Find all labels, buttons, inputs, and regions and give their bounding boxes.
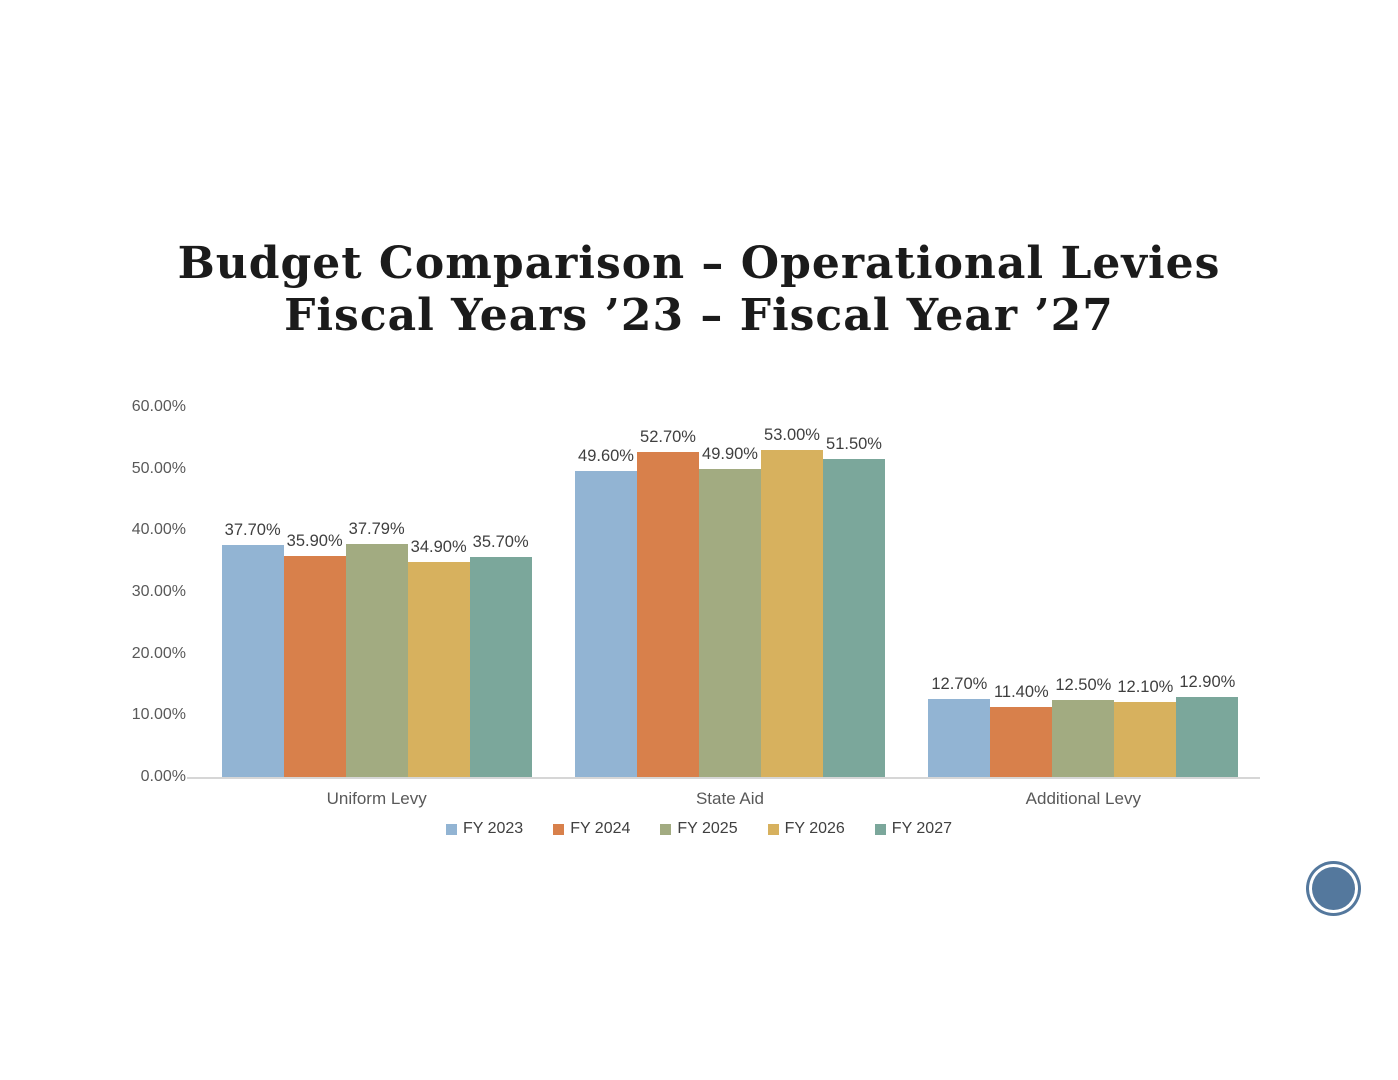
title-line-1: Budget Comparison – Operational Levies [177,238,1221,289]
bar-fy2024-additional-levy [990,706,1053,777]
bar-data-label: 12.10% [1117,678,1174,697]
bar-fy2025-uniform-levy [345,543,408,777]
bar-fy2027-additional-levy [1176,697,1239,777]
legend-label: FY 2025 [677,820,738,837]
y-axis-tick-label: 30.00% [131,583,186,600]
bar-fy2025-additional-levy [1052,699,1115,777]
bar-data-label: 35.90% [286,531,343,550]
bar-fy2023-state-aid [575,471,637,777]
chart-legend: FY 2023 FY 2024 FY 2025 FY 2026 FY 2027 [0,820,1398,838]
page-title: Budget Comparison – Operational Levies F… [0,238,1398,342]
bar-fy2026-state-aid [761,450,823,777]
bar-data-label: 12.50% [1055,675,1112,694]
legend-label: FY 2026 [784,820,845,837]
bar-data-label: 37.70% [224,520,281,539]
bar-fy2026-uniform-levy [407,561,470,777]
category-label-state-aid: State Aid [695,789,765,808]
legend-swatch-icon [767,823,779,835]
y-axis-tick-label: 10.00% [131,706,186,724]
legend-item-fy2024: FY 2024 [553,820,630,838]
bar-fy2023-uniform-levy [221,544,284,777]
legend-item-fy2025: FY 2025 [660,820,738,838]
x-axis-line [187,777,1260,779]
y-axis-tick-label: 20.00% [131,644,186,662]
bar-data-label: 35.70% [472,532,529,551]
legend-swatch-icon [874,823,886,835]
y-axis-tick-label: 0.00% [140,768,186,785]
bar-fy2024-uniform-levy [283,555,346,777]
legend-swatch-icon [553,823,565,835]
corner-circle-decoration [1312,867,1355,910]
bar-data-label: 49.60% [578,447,634,466]
bar-data-label: 37.79% [348,519,405,538]
bar-fy2024-state-aid [637,452,699,777]
bar-fy2027-uniform-levy [469,556,532,777]
legend-label: FY 2024 [570,820,631,837]
y-axis-tick-label: 40.00% [131,521,186,539]
y-axis-tick-label: 50.00% [131,459,186,477]
bar-data-label: 51.50% [826,435,882,454]
category-label-uniform-levy: Uniform Levy [326,789,427,808]
legend-swatch-icon [660,823,672,835]
bar-data-label: 12.90% [1179,673,1236,692]
legend-label: FY 2027 [891,820,952,837]
legend-item-fy2026: FY 2026 [767,820,845,838]
bar-fy2026-additional-levy [1114,702,1177,777]
bar-fy2023-additional-levy [928,698,991,777]
bar-data-label: 49.90% [702,445,758,464]
title-line-2: Fiscal Years ’23 – Fiscal Year ’27 [284,289,1114,341]
bar-data-label: 34.90% [410,537,467,556]
bar-data-label: 53.00% [764,426,820,445]
legend-label: FY 2023 [462,820,524,837]
bar-fy2025-state-aid [699,469,761,777]
legend-item-fy2027: FY 2027 [874,820,952,838]
bar-data-label: 52.70% [640,428,696,447]
legend-item-fy2023: FY 2023 [445,820,524,838]
bar-fy2027-state-aid [823,459,885,777]
y-axis-tick-label: 60.00% [131,398,186,415]
legend-swatch-icon [445,823,457,835]
category-label-additional-levy: Additional Levy [1025,789,1141,808]
bar-data-label: 12.70% [931,674,988,693]
bar-data-label: 11.40% [993,682,1049,701]
